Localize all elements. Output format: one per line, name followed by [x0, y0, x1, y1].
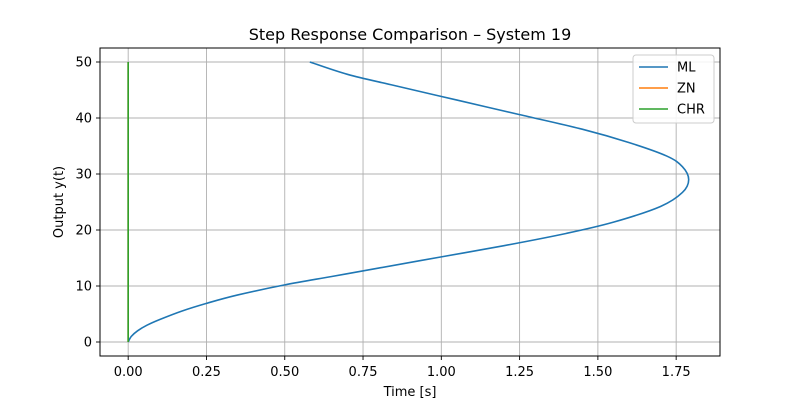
legend-label-chr: CHR: [677, 103, 705, 118]
y-tick-label: 30: [75, 168, 92, 183]
y-tick-label: 10: [75, 280, 92, 295]
x-axis-label: Time [s]: [383, 385, 437, 400]
x-tick-label: 0.50: [270, 365, 299, 380]
legend: ML ZN CHR: [632, 54, 715, 124]
x-tick-label: 1.75: [662, 365, 691, 380]
grid-layer: [100, 48, 720, 356]
tick-layer: 0.00 0.25 0.50 0.75 1.00 1.25 1.50 1.75 0 10 20 30 4…: [75, 56, 690, 381]
x-tick-label: 1.50: [583, 365, 612, 380]
x-tick-label: 0.25: [192, 365, 221, 380]
x-tick-label: 1.25: [505, 365, 534, 380]
x-tick-label: 0.00: [114, 365, 143, 380]
series-layer: [127, 61, 690, 343]
y-tick-label: 40: [75, 112, 92, 127]
series-line-ml: [127, 61, 690, 343]
y-axis-label: Output y(t): [52, 166, 67, 238]
x-tick-label: 1.00: [427, 365, 456, 380]
y-tick-label: 0: [84, 336, 92, 351]
legend-entries: ML ZN CHR: [639, 61, 705, 118]
legend-box: [632, 54, 715, 124]
plot-frame: [99, 47, 721, 357]
y-tick-label: 20: [75, 224, 92, 239]
x-tick-label: 0.75: [349, 365, 378, 380]
y-tick-label: 50: [75, 56, 92, 71]
legend-label-ml: ML: [677, 61, 696, 76]
chart-title: Step Response Comparison – System 19: [249, 25, 572, 44]
legend-label-zn: ZN: [677, 82, 696, 97]
